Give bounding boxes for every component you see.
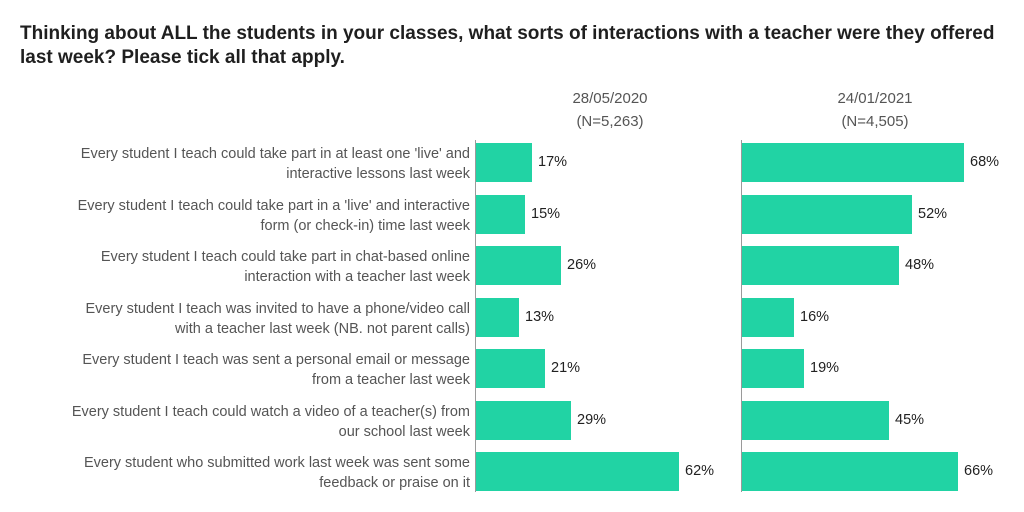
data-label: 16%: [800, 309, 830, 325]
chart-title: Thinking about ALL the students in your …: [20, 23, 995, 68]
data-label: 13%: [525, 309, 555, 325]
category-label-line: Every student I teach could take part in…: [100, 249, 470, 265]
data-label: 62%: [685, 463, 715, 479]
bar: [742, 195, 912, 234]
data-label: 52%: [918, 206, 948, 222]
category-label-line: interaction with a teacher last week: [244, 269, 470, 285]
bar: [476, 246, 561, 285]
category-label: Every student who submitted work last we…: [0, 453, 470, 493]
bar: [742, 143, 964, 182]
data-label: 66%: [964, 463, 994, 479]
category-label-line: Every student who submitted work last we…: [83, 455, 470, 471]
bar: [742, 298, 794, 337]
data-label: 21%: [551, 360, 581, 376]
data-label: 17%: [538, 154, 568, 170]
category-label: Every student I teach could watch a vide…: [0, 402, 470, 442]
data-label: 29%: [577, 412, 607, 428]
bar: [742, 349, 804, 388]
bar: [742, 246, 899, 285]
series-header-1: 28/05/2020 (N=5,263): [530, 87, 690, 133]
bar: [476, 195, 525, 234]
bar: [476, 452, 679, 491]
category-label-line: from a teacher last week: [312, 372, 470, 388]
data-label: 68%: [970, 154, 1000, 170]
data-label: 45%: [895, 412, 925, 428]
data-label: 15%: [531, 206, 561, 222]
series-header-2: 24/01/2021 (N=4,505): [795, 87, 955, 133]
category-label: Every student I teach could take part in…: [0, 144, 470, 184]
bar: [476, 143, 532, 182]
category-label-line: feedback or praise on it: [319, 475, 470, 491]
category-label: Every student I teach could take part in…: [0, 247, 470, 287]
category-label: Every student I teach was sent a persona…: [0, 350, 470, 390]
bar: [742, 401, 889, 440]
category-label-line: Every student I teach was invited to hav…: [85, 301, 470, 317]
series-sample-1: (N=5,263): [576, 113, 644, 130]
category-label-line: Every student I teach could take part in…: [80, 146, 470, 162]
category-label-line: our school last week: [338, 424, 470, 440]
category-label-line: interactive lessons last week: [286, 166, 470, 182]
bar: [476, 401, 571, 440]
series-date-1: 28/05/2020: [572, 90, 648, 107]
category-label-line: form (or check-in) time last week: [260, 218, 471, 234]
axis-line-2: [741, 140, 742, 492]
category-label-line: Every student I teach could watch a vide…: [71, 404, 470, 420]
bar: [476, 349, 545, 388]
bar: [476, 298, 519, 337]
category-label-line: with a teacher last week (NB. not parent…: [175, 321, 470, 337]
series-sample-2: (N=4,505): [841, 113, 909, 130]
category-label-line: Every student I teach was sent a persona…: [82, 352, 470, 368]
series-date-2: 24/01/2021: [837, 90, 913, 107]
data-label: 48%: [905, 257, 935, 273]
data-label: 19%: [810, 360, 840, 376]
category-label: Every student I teach could take part in…: [0, 196, 470, 236]
data-label: 26%: [567, 257, 597, 273]
category-label-line: Every student I teach could take part in…: [77, 198, 470, 214]
category-label: Every student I teach was invited to hav…: [0, 299, 470, 339]
bar: [742, 452, 958, 491]
axis-line-1: [475, 140, 476, 492]
